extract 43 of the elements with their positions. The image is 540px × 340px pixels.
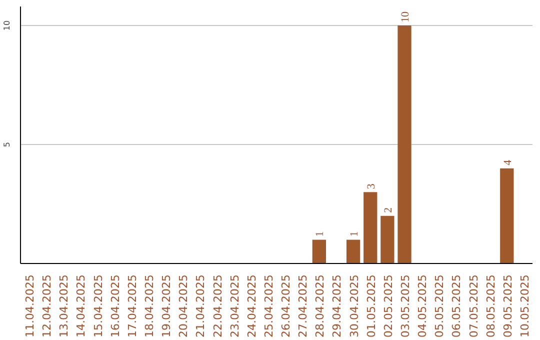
x-tick-label: 21.04.2025 [194, 274, 208, 338]
x-tick-label: 03.05.2025 [399, 274, 412, 338]
data-label: 4 [502, 159, 514, 166]
x-tick-label: 23.04.2025 [228, 274, 242, 338]
bar [312, 240, 326, 264]
x-tick-label: 06.05.2025 [450, 274, 464, 338]
x-tick-label: 29.04.2025 [330, 274, 344, 338]
data-label: 3 [365, 183, 378, 190]
x-tick-label: 20.04.2025 [177, 274, 190, 338]
x-tick-label: 12.04.2025 [40, 274, 54, 338]
x-tick-label: 10.05.2025 [518, 274, 532, 338]
x-tick-label: 25.04.2025 [262, 274, 276, 338]
x-tick-label: 16.04.2025 [108, 274, 122, 338]
x-tick-label: 07.05.2025 [467, 274, 480, 338]
x-tick-label: 26.04.2025 [280, 274, 293, 338]
bar [500, 168, 514, 264]
x-tick-label: 18.04.2025 [143, 274, 156, 338]
x-tick-label: 08.05.2025 [484, 274, 498, 338]
bar [380, 216, 394, 264]
x-tick-label: 19.04.2025 [160, 274, 174, 338]
bar [364, 192, 378, 264]
x-tick-label: 15.04.2025 [92, 274, 105, 338]
x-tick-label: 13.04.2025 [58, 274, 71, 338]
x-tick-label: 04.05.2025 [416, 274, 430, 338]
x-tick-label: 09.05.2025 [501, 274, 514, 338]
bar [398, 26, 412, 264]
x-tick-label: 22.04.2025 [211, 274, 224, 338]
bar [346, 240, 360, 264]
x-tick-label: 01.05.2025 [364, 274, 378, 338]
x-tick-label: 24.04.2025 [245, 274, 258, 338]
x-tick-label: 17.04.2025 [126, 274, 139, 338]
x-tick-label: 27.04.2025 [296, 274, 310, 338]
data-label: 1 [314, 231, 326, 237]
data-label: 1 [348, 231, 360, 237]
data-label: 10 [400, 11, 412, 23]
data-label: 2 [382, 207, 394, 213]
x-tick-label: 28.04.2025 [314, 274, 327, 338]
y-tick-label: 5 [2, 142, 12, 148]
x-tick-label: 30.04.2025 [348, 274, 361, 338]
x-tick-label: 02.05.2025 [382, 274, 395, 338]
x-tick-label: 11.04.2025 [24, 274, 37, 338]
x-tick-label: 14.04.2025 [74, 274, 88, 338]
x-tick-label: 05.05.2025 [433, 274, 446, 338]
